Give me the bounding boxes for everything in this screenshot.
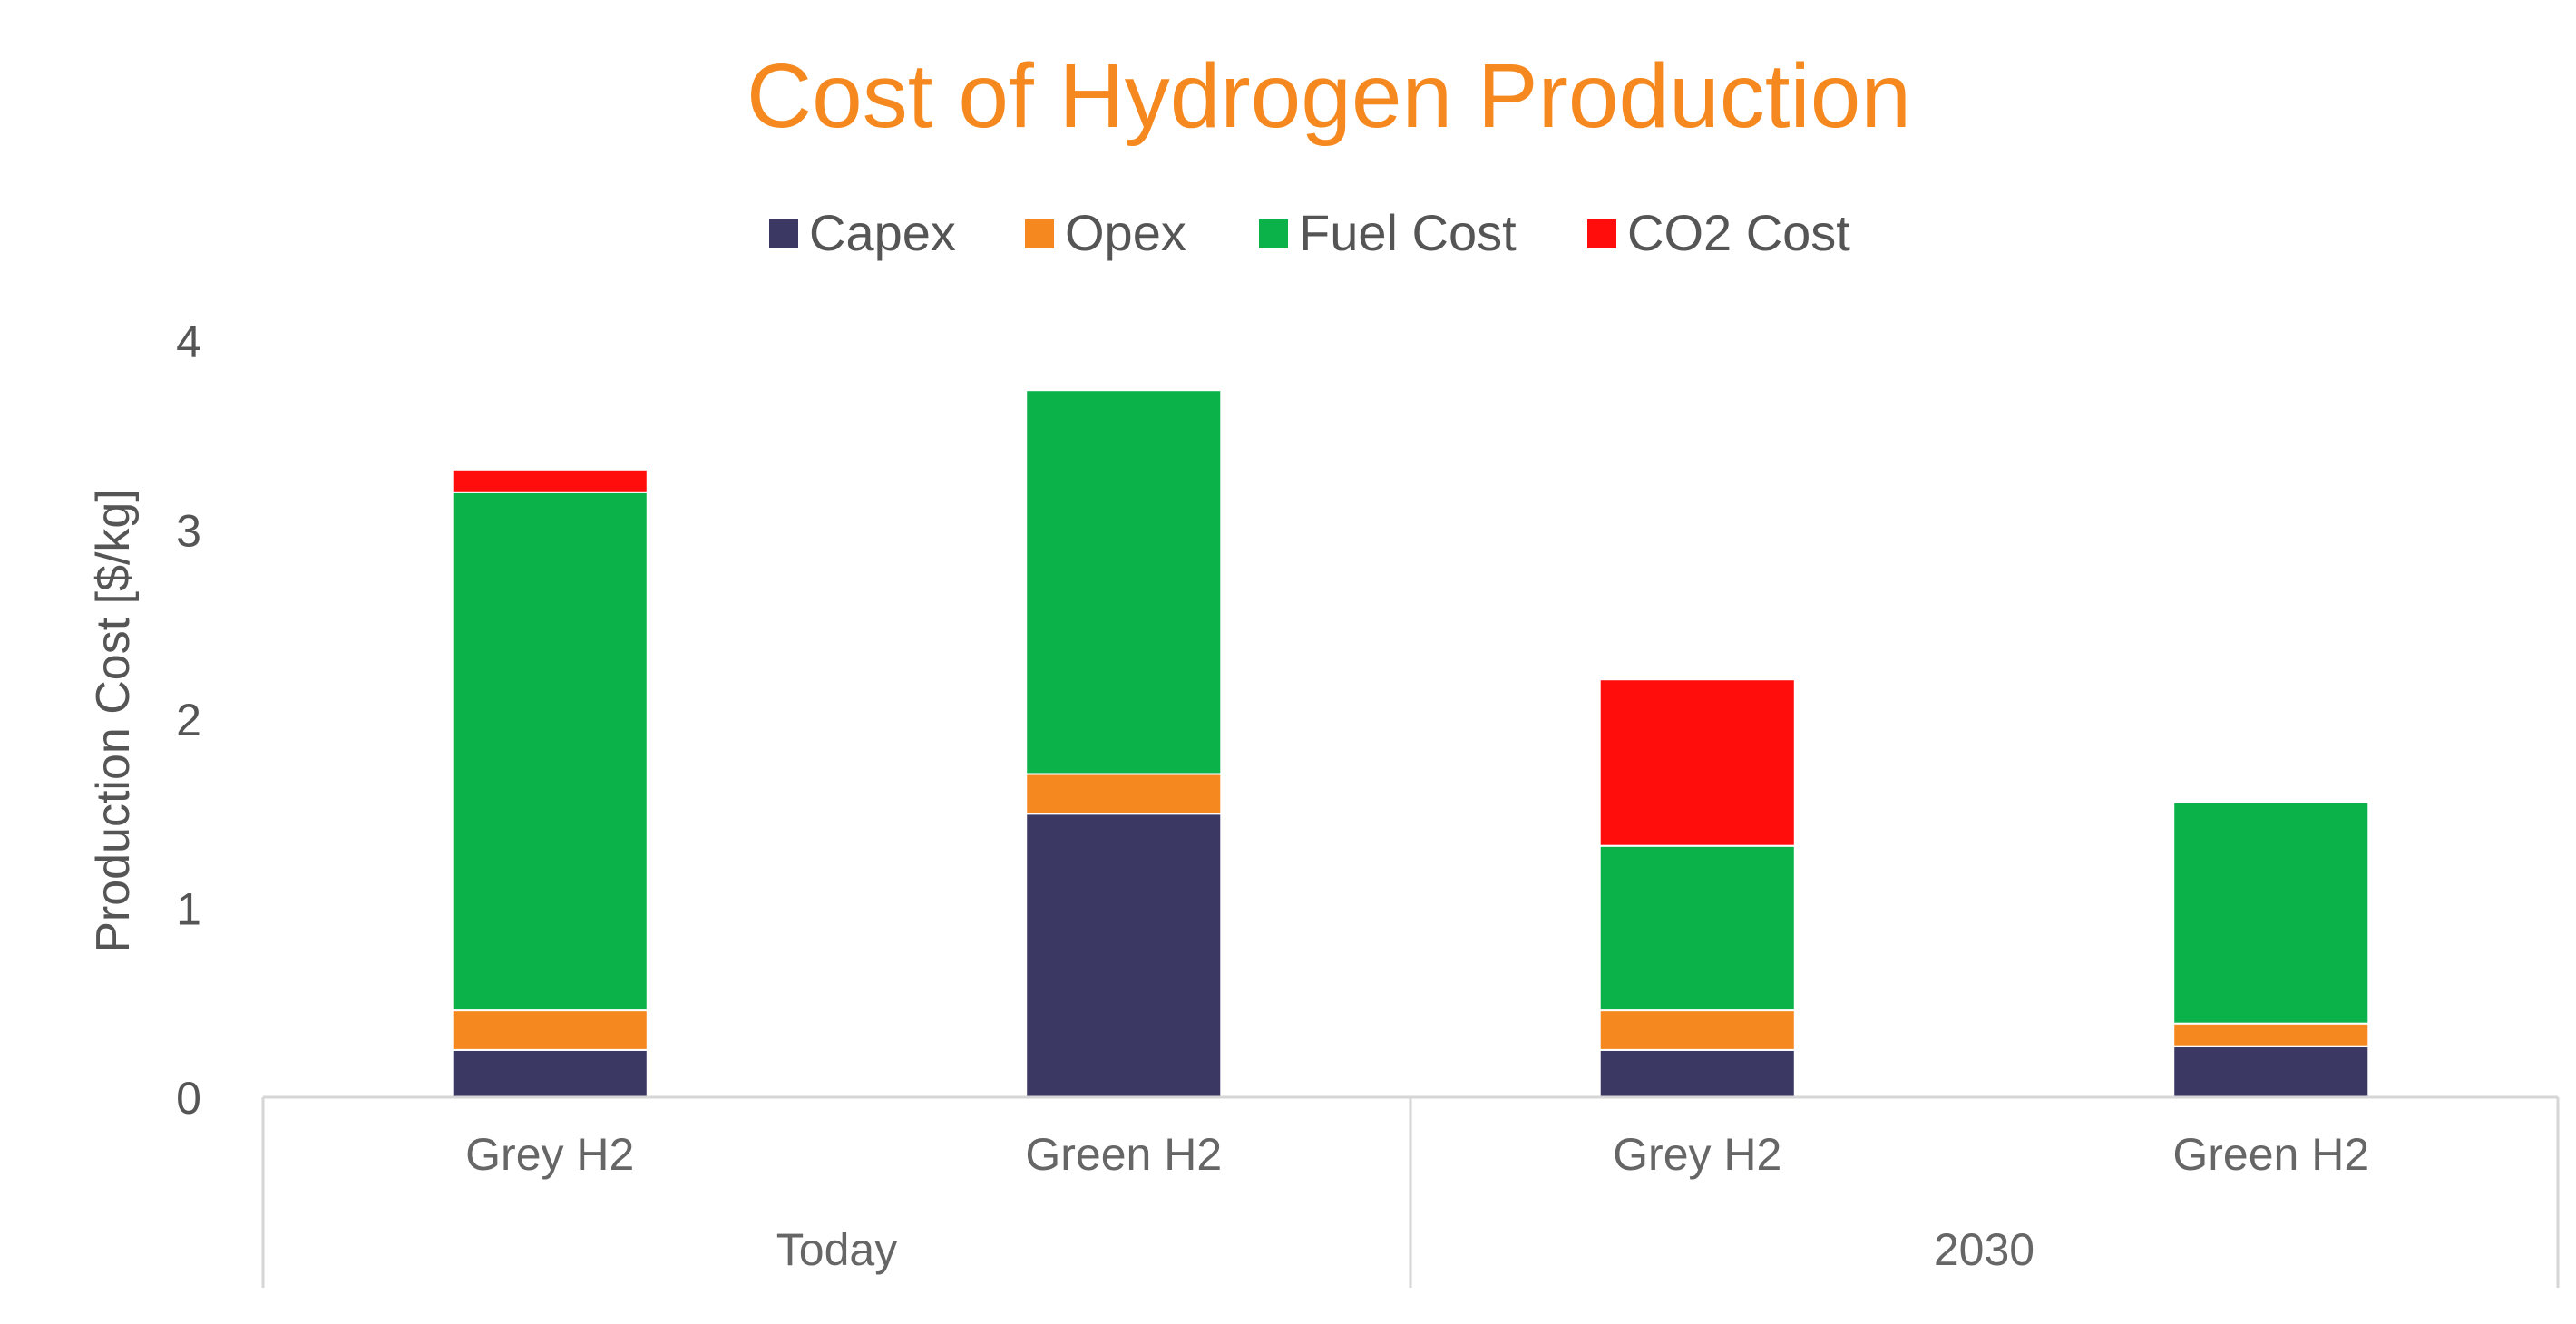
- y-tick-label: 0: [176, 1073, 201, 1124]
- y-tick-label: 4: [176, 316, 201, 367]
- bar-segment-capex: [1025, 813, 1223, 1098]
- bar-stacks: [451, 389, 2370, 1098]
- legend-swatch-opex: [1025, 219, 1054, 248]
- bar-stack-2: [1598, 678, 1796, 1098]
- bar-segment-capex: [451, 1048, 649, 1098]
- legend-item-co2-cost: CO2 Cost: [1587, 204, 1850, 261]
- x-category-label: Green H2: [1025, 1129, 1222, 1180]
- bar-segment-fuel-cost: [1598, 844, 1796, 1012]
- bar-segment-co2-cost: [1598, 678, 1796, 847]
- bar-stack-1: [1025, 389, 1223, 1098]
- legend-swatch-capex: [769, 219, 798, 248]
- legend-item-fuel-cost: Fuel Cost: [1259, 204, 1517, 261]
- x-category-label: Grey H2: [1613, 1129, 1781, 1180]
- bar-segment-opex: [1025, 773, 1223, 815]
- y-tick-label: 1: [176, 884, 201, 935]
- bar-segment-capex: [2172, 1045, 2370, 1098]
- bar-segment-fuel-cost: [1025, 389, 1223, 775]
- legend-swatch-co2-cost: [1587, 219, 1616, 248]
- legend-label-fuel-cost: Fuel Cost: [1299, 204, 1517, 261]
- legend-swatch-fuel-cost: [1259, 219, 1288, 248]
- legend-item-capex: Capex: [769, 204, 956, 261]
- legend-label-capex: Capex: [809, 204, 956, 261]
- x-category-label: Green H2: [2172, 1129, 2369, 1180]
- x-group-label-today: Today: [776, 1224, 897, 1275]
- legend-label-co2-cost: CO2 Cost: [1627, 204, 1850, 261]
- x-group-label-2030: 2030: [1934, 1224, 2034, 1275]
- bar-segment-co2-cost: [451, 468, 649, 493]
- legend: Capex Opex Fuel Cost CO2 Cost: [769, 204, 1850, 261]
- y-tick-label: 2: [176, 695, 201, 745]
- bar-segment-opex: [451, 1009, 649, 1051]
- bar-segment-fuel-cost: [451, 491, 649, 1012]
- y-axis-label: Production Cost [$/kg]: [87, 489, 140, 953]
- chart-title: Cost of Hydrogen Production: [746, 45, 1911, 147]
- bar-segment-fuel-cost: [2172, 801, 2370, 1025]
- bar-segment-opex: [2172, 1022, 2370, 1047]
- x-category-label: Grey H2: [465, 1129, 634, 1180]
- bar-stack-3: [2172, 801, 2370, 1098]
- y-tick-label: 3: [176, 506, 201, 557]
- y-axis-ticks: 0 1 2 3 4: [176, 316, 201, 1124]
- bar-stack-0: [451, 468, 649, 1098]
- legend-label-opex: Opex: [1065, 204, 1186, 261]
- x-axis: Grey H2 Green H2 Grey H2 Green H2 Today 2030: [261, 1095, 2560, 1288]
- bar-segment-capex: [1598, 1048, 1796, 1098]
- legend-item-opex: Opex: [1025, 204, 1186, 261]
- bar-segment-opex: [1598, 1009, 1796, 1051]
